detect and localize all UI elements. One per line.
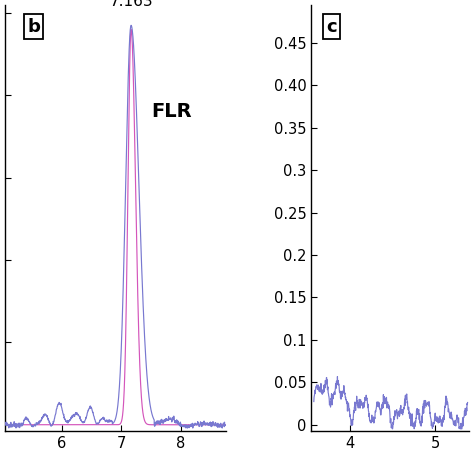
Text: c: c bbox=[327, 18, 337, 36]
Text: FLR: FLR bbox=[151, 102, 192, 121]
Text: 7.163: 7.163 bbox=[109, 0, 153, 9]
Text: b: b bbox=[27, 18, 40, 36]
